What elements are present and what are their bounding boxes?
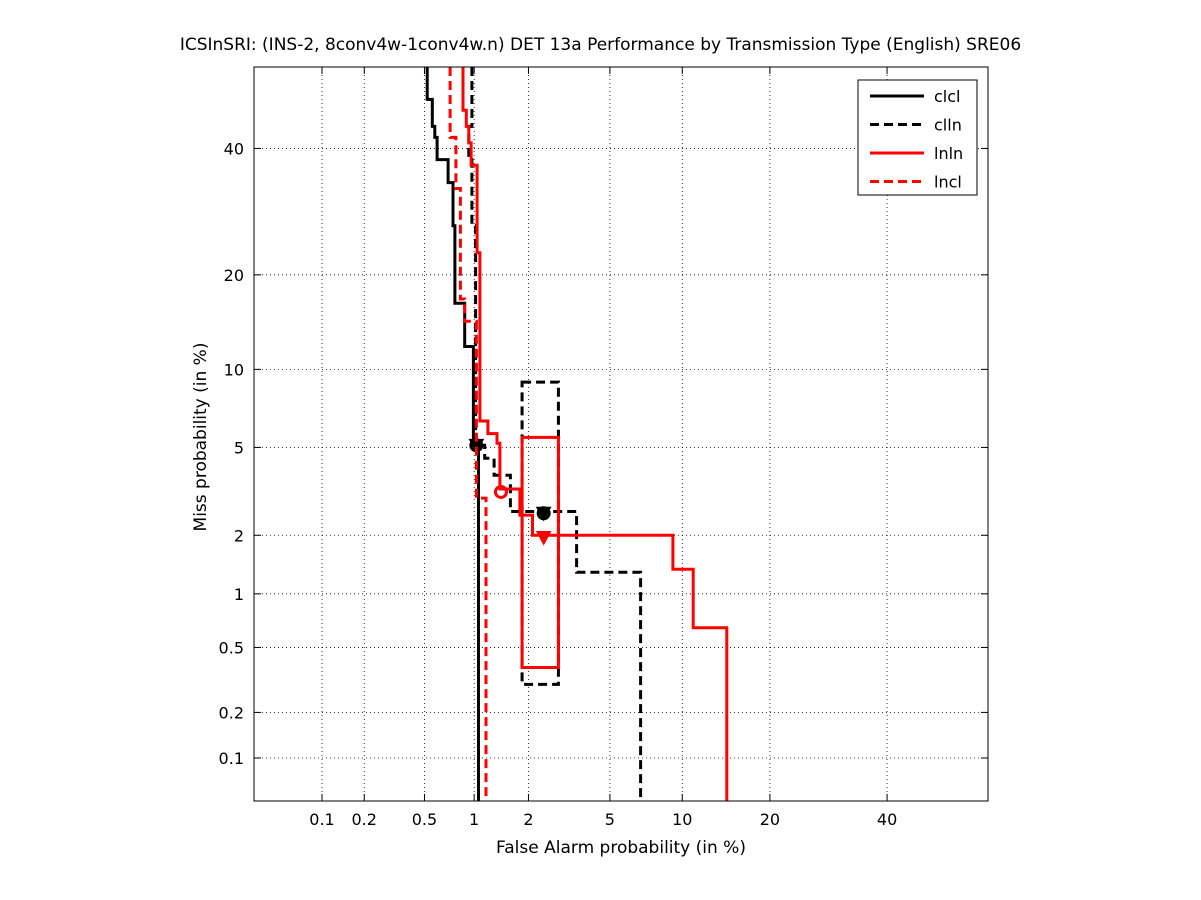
legend-box [857, 79, 978, 196]
confidence-box-lnln [520, 435, 560, 670]
x-tick-label: 5 [605, 810, 615, 829]
y-tick-label: 0.1 [219, 749, 244, 768]
axes-box [253, 66, 989, 802]
x-tick-label: 0.1 [309, 810, 334, 829]
series-group [425, 67, 729, 801]
y-tick-label: 2 [234, 526, 244, 545]
x-axis-label: False Alarm probability (in %) [496, 838, 746, 858]
y-axis-label: Miss probability (in %) [191, 342, 211, 532]
x-tick-label: 10 [672, 810, 692, 829]
series-line-lnln [461, 67, 729, 801]
series-layer [425, 67, 729, 801]
y-tick-label: 20 [224, 266, 244, 285]
legend-label: clln [934, 116, 962, 135]
x-tick-label: 20 [760, 810, 780, 829]
y-tick-label: 10 [224, 360, 244, 379]
x-tick-label: 1 [469, 810, 479, 829]
min-dcf-marker-lnln [493, 484, 508, 499]
series-line-lncl [448, 67, 488, 801]
chart-title: ICSInSRI: (INS-2, 8conv4w-1conv4w.n) DET… [179, 35, 1022, 55]
legend-label: lnln [934, 144, 963, 163]
y-tick-label: 0.5 [219, 638, 244, 657]
x-tick-label: 2 [523, 810, 533, 829]
x-tick-label: 0.5 [412, 810, 437, 829]
y-tick-label: 5 [234, 438, 244, 457]
ticks: 0.1 0.2 0.5 1 2 5 10 20 40 0.1 0.2 0.5 1 2 5 10 20 40 [219, 67, 988, 829]
y-tick-label: 40 [224, 139, 244, 158]
series-line-clcl [425, 67, 480, 801]
legend: clcl clln lnln lncl [857, 79, 978, 196]
x-tick-label: 40 [877, 810, 897, 829]
act-dcf-marker-clln [535, 506, 552, 522]
legend-label: lncl [934, 173, 962, 192]
y-tick-label: 1 [234, 585, 244, 604]
legend-label: clcl [934, 87, 960, 106]
y-tick-label: 0.2 [219, 703, 244, 722]
series-line-clln [467, 67, 643, 801]
x-tick-label: 0.2 [352, 810, 377, 829]
act-dcf-marker-lnln [535, 531, 552, 546]
